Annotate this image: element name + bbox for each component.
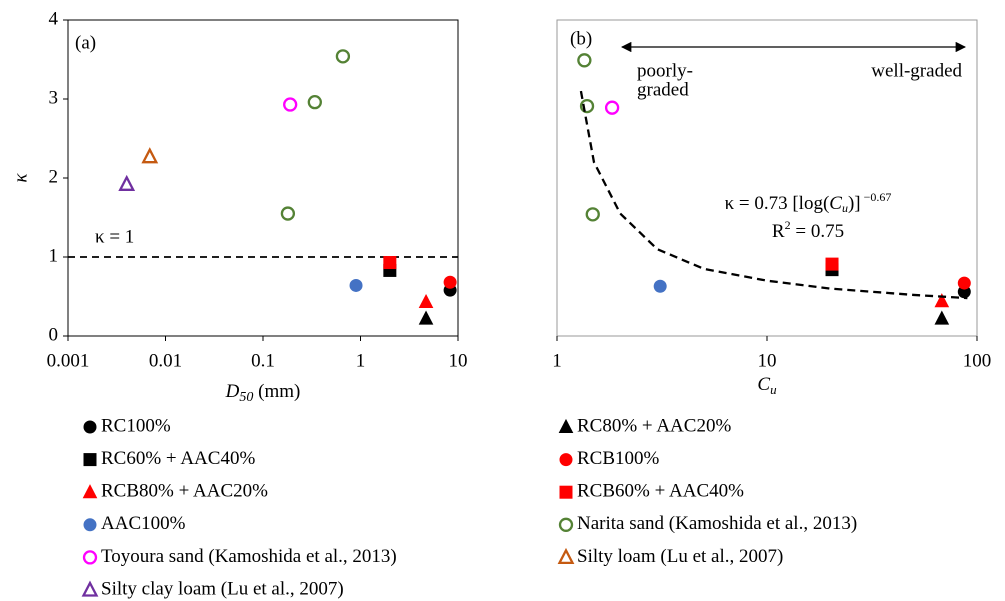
point (585, 207, 600, 222)
annotation: poorly- (637, 60, 693, 81)
x-axis-label: Cu (757, 374, 777, 397)
legend-marker (559, 485, 573, 499)
point (418, 293, 434, 309)
point (349, 278, 363, 292)
point (335, 49, 351, 64)
point (443, 275, 457, 289)
point (280, 206, 296, 221)
y-tick-label: 3 (49, 87, 59, 108)
legend-marker (83, 420, 97, 434)
legend-label: RCB100% (577, 448, 660, 469)
annotation: graded (637, 79, 689, 100)
legend-label: RC80% + AAC20% (577, 415, 731, 436)
point (934, 310, 950, 325)
reference-label: κ = 1 (95, 226, 134, 247)
panel-label: (a) (75, 32, 96, 53)
y-tick-label: 0 (49, 324, 59, 345)
legend-marker (83, 453, 97, 467)
point (957, 276, 971, 290)
y-tick-label: 1 (49, 245, 59, 266)
point (141, 147, 159, 164)
legend-label: Silty clay loam (Lu et al., 2007) (101, 578, 344, 599)
y-axis-label: κ (10, 173, 31, 183)
legend-marker (558, 517, 574, 532)
point (118, 174, 136, 191)
point (604, 100, 620, 115)
annotation: well-graded (871, 60, 962, 81)
y-tick-label: 4 (49, 8, 59, 29)
point (383, 256, 397, 270)
x-tick-label: 0.001 (47, 350, 90, 371)
panel-label: (b) (570, 28, 592, 49)
legend-marker (557, 547, 575, 565)
legend-label: AAC100% (101, 513, 186, 534)
x-tick-label: 0.01 (149, 350, 182, 371)
r-squared: R2 = 0.75 (772, 218, 844, 243)
x-tick-label: 1 (356, 350, 366, 371)
point (825, 257, 839, 271)
legend-label: RCB80% + AAC20% (101, 481, 268, 502)
x-tick-label: 1 (552, 350, 562, 371)
point (934, 293, 950, 308)
legend-marker (558, 418, 574, 433)
x-tick-label: 10 (758, 350, 777, 371)
y-tick-label: 2 (49, 166, 59, 187)
point (307, 95, 322, 110)
legend-label: RC100% (101, 415, 171, 436)
fit-line (579, 90, 968, 300)
legend-label: Silty loam (Lu et al., 2007) (577, 546, 783, 567)
legend-label: RC60% + AAC40% (101, 448, 255, 469)
x-axis-label: D50 (mm) (225, 381, 301, 405)
legend-label: Toyoura sand (Kamoshida et al., 2013) (101, 546, 397, 567)
point (283, 97, 298, 112)
legend-marker (82, 484, 98, 499)
point (418, 310, 434, 325)
legend-label: RCB60% + AAC40% (577, 481, 744, 502)
x-tick-label: 100 (963, 350, 992, 371)
legend-marker (559, 453, 573, 467)
point (577, 53, 592, 68)
x-tick-label: 10 (449, 350, 468, 371)
legend-marker (81, 580, 99, 597)
legend-marker (82, 550, 98, 565)
equation: κ = 0.73 [log(Cu)] −0.67 (725, 190, 892, 215)
point (653, 279, 667, 293)
x-tick-label: 0.1 (251, 350, 275, 371)
legend-label: Narita sand (Kamoshida et al., 2013) (577, 513, 857, 534)
legend-marker (83, 518, 97, 532)
